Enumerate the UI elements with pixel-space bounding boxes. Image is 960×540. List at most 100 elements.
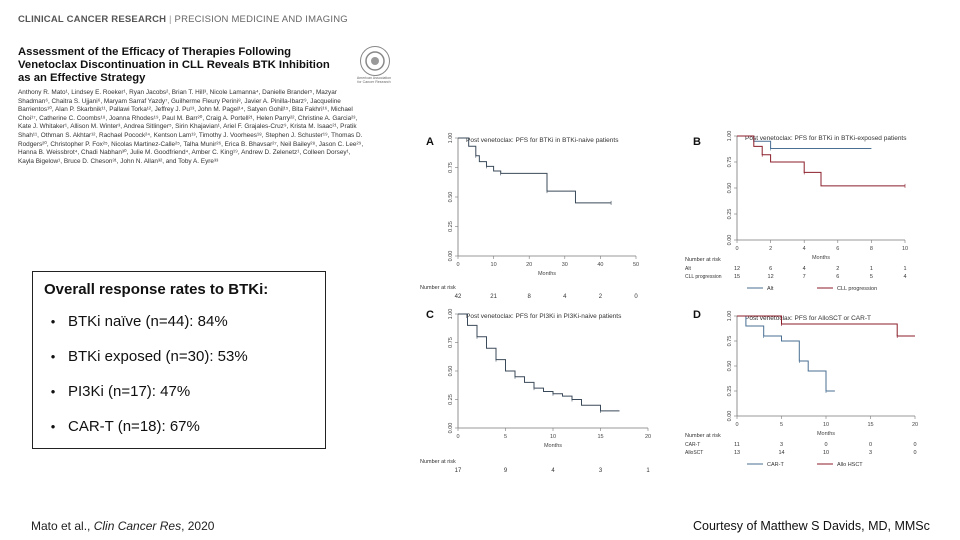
chart-title: Post venetoclax: PFS for PI3Ki in PI3Ki-… — [466, 313, 622, 320]
citation-prefix: Mato et al., — [31, 519, 94, 533]
risk-row-label: CAR-T — [685, 442, 700, 448]
risk-value: 3 — [780, 442, 783, 448]
paper-title-line: Assessment of the Efficacy of Therapies … — [18, 46, 292, 58]
paper-title-line: as an Effective Strategy — [18, 72, 146, 84]
risk-value: 42 — [455, 294, 462, 300]
panel-letter-c: C — [426, 309, 434, 321]
journal-section: PRECISION MEDICINE AND IMAGING — [174, 14, 348, 25]
x-tick-label: 30 — [562, 262, 568, 268]
y-tick-label: 0.00 — [448, 251, 454, 262]
x-axis-label: Months — [817, 431, 835, 437]
y-tick-label: 0.75 — [727, 157, 733, 168]
panel-letter-d: D — [693, 309, 701, 321]
paper-title: Assessment of the Efficacy of Therapies … — [18, 46, 353, 85]
y-tick-label: 0.25 — [448, 221, 454, 232]
list-item: • PI3Ki (n=17): 47% — [38, 383, 248, 418]
risk-value: 17 — [455, 468, 462, 474]
y-tick-label: 0.50 — [727, 361, 733, 372]
risk-value: 1 — [870, 266, 873, 272]
x-tick-label: 10 — [902, 246, 908, 252]
x-tick-label: 5 — [504, 434, 507, 440]
bullet: • — [50, 349, 56, 364]
x-tick-label: 2 — [769, 246, 772, 252]
x-axis-label: Months — [538, 271, 556, 277]
risk-value: 2 — [836, 266, 839, 272]
x-tick-label: 20 — [526, 262, 532, 268]
journal-separator: | — [169, 14, 172, 25]
x-tick-label: 0 — [735, 422, 738, 428]
author-list: Anthony R. Mato¹, Lindsey E. Roeker¹, Ry… — [18, 89, 364, 165]
x-tick-label: 10 — [491, 262, 497, 268]
bullet: • — [50, 419, 56, 434]
chart-title: Post venetoclax: PFS for AlloSCT or CAR-… — [745, 315, 871, 322]
x-tick-label: 0 — [735, 246, 738, 252]
risk-value: 4 — [903, 274, 906, 280]
risk-row-label: Alt — [685, 266, 691, 272]
risk-table-label: Number at risk — [685, 257, 721, 263]
risk-value: 0 — [869, 442, 872, 448]
y-tick-label: 0.75 — [448, 162, 454, 173]
response-item-text: BTKi exposed (n=30): 53% — [68, 348, 248, 365]
km-series-line — [737, 315, 835, 392]
risk-value: 13 — [734, 450, 740, 456]
x-tick-label: 0 — [456, 262, 459, 268]
y-tick-label: 0.75 — [727, 336, 733, 347]
risk-value: 6 — [836, 274, 839, 280]
risk-value: 7 — [803, 274, 806, 280]
panel-letter-b: B — [693, 136, 701, 148]
response-item-text: CAR-T (n=18): 67% — [68, 418, 200, 435]
list-item: • BTKi naïve (n=44): 84% — [38, 313, 248, 348]
km-chart-c: Post venetoclax: PFS for PI3Ki in PI3Ki-… — [420, 309, 651, 474]
km-series-line — [458, 137, 612, 204]
risk-value: 0 — [913, 442, 916, 448]
bullet: • — [50, 314, 56, 329]
risk-value: 4 — [563, 294, 567, 300]
km-series-line — [737, 135, 905, 187]
response-item-text: BTKi naïve (n=44): 84% — [68, 313, 228, 330]
y-tick-label: 0.25 — [448, 394, 454, 405]
x-tick-label: 8 — [870, 246, 873, 252]
journal-name: CLINICAL CANCER RESEARCH — [18, 14, 167, 25]
risk-value: 12 — [768, 274, 774, 280]
y-tick-label: 1.00 — [448, 133, 454, 144]
risk-value: 9 — [504, 468, 508, 474]
x-tick-label: 40 — [597, 262, 603, 268]
risk-value: 15 — [734, 274, 740, 280]
response-item-text: PI3Ki (n=17): 47% — [68, 383, 191, 400]
journal-header: CLINICAL CANCER RESEARCH | PRECISION MED… — [18, 14, 348, 25]
risk-value: 2 — [599, 294, 603, 300]
risk-value: 1 — [903, 266, 906, 272]
risk-value: 0 — [824, 442, 827, 448]
km-chart-b: Post venetoclax: PFS for BTKi in BTKi-ex… — [685, 131, 908, 292]
paper-title-line: Venetoclax Discontinuation in CLL Reveal… — [18, 59, 330, 71]
aacr-logo-text: American Association for Cancer Research — [356, 76, 392, 84]
bullet: • — [50, 384, 56, 399]
km-chart-d: Post venetoclax: PFS for AlloSCT or CAR-… — [685, 311, 918, 468]
list-item: • CAR-T (n=18): 67% — [38, 418, 248, 453]
y-tick-label: 1.00 — [727, 131, 733, 142]
x-tick-label: 20 — [645, 434, 651, 440]
y-tick-label: 0.00 — [727, 411, 733, 422]
risk-row-label: CLL progression — [685, 274, 722, 280]
x-tick-label: 10 — [550, 434, 556, 440]
y-tick-label: 1.00 — [727, 311, 733, 322]
legend-label: CAR-T — [767, 462, 784, 468]
risk-value: 10 — [823, 450, 829, 456]
risk-value: 14 — [778, 450, 784, 456]
y-tick-label: 1.00 — [448, 309, 454, 320]
risk-table-label: Number at risk — [685, 433, 721, 439]
x-tick-label: 0 — [456, 434, 459, 440]
risk-table-label: Number at risk — [420, 459, 456, 465]
risk-value: 12 — [734, 266, 740, 272]
y-tick-label: 0.25 — [727, 386, 733, 397]
risk-value: 3 — [869, 450, 872, 456]
y-tick-label: 0.50 — [448, 192, 454, 203]
y-tick-label: 0.00 — [727, 235, 733, 246]
risk-value: 6 — [769, 266, 772, 272]
x-axis-label: Months — [812, 255, 830, 261]
risk-value: 5 — [870, 274, 873, 280]
response-rates-list: • BTKi naïve (n=44): 84% • BTKi exposed (n… — [38, 313, 248, 453]
aacr-logo — [360, 46, 390, 76]
risk-table-label: Number at risk — [420, 285, 456, 291]
legend-label: Alt — [767, 286, 774, 292]
